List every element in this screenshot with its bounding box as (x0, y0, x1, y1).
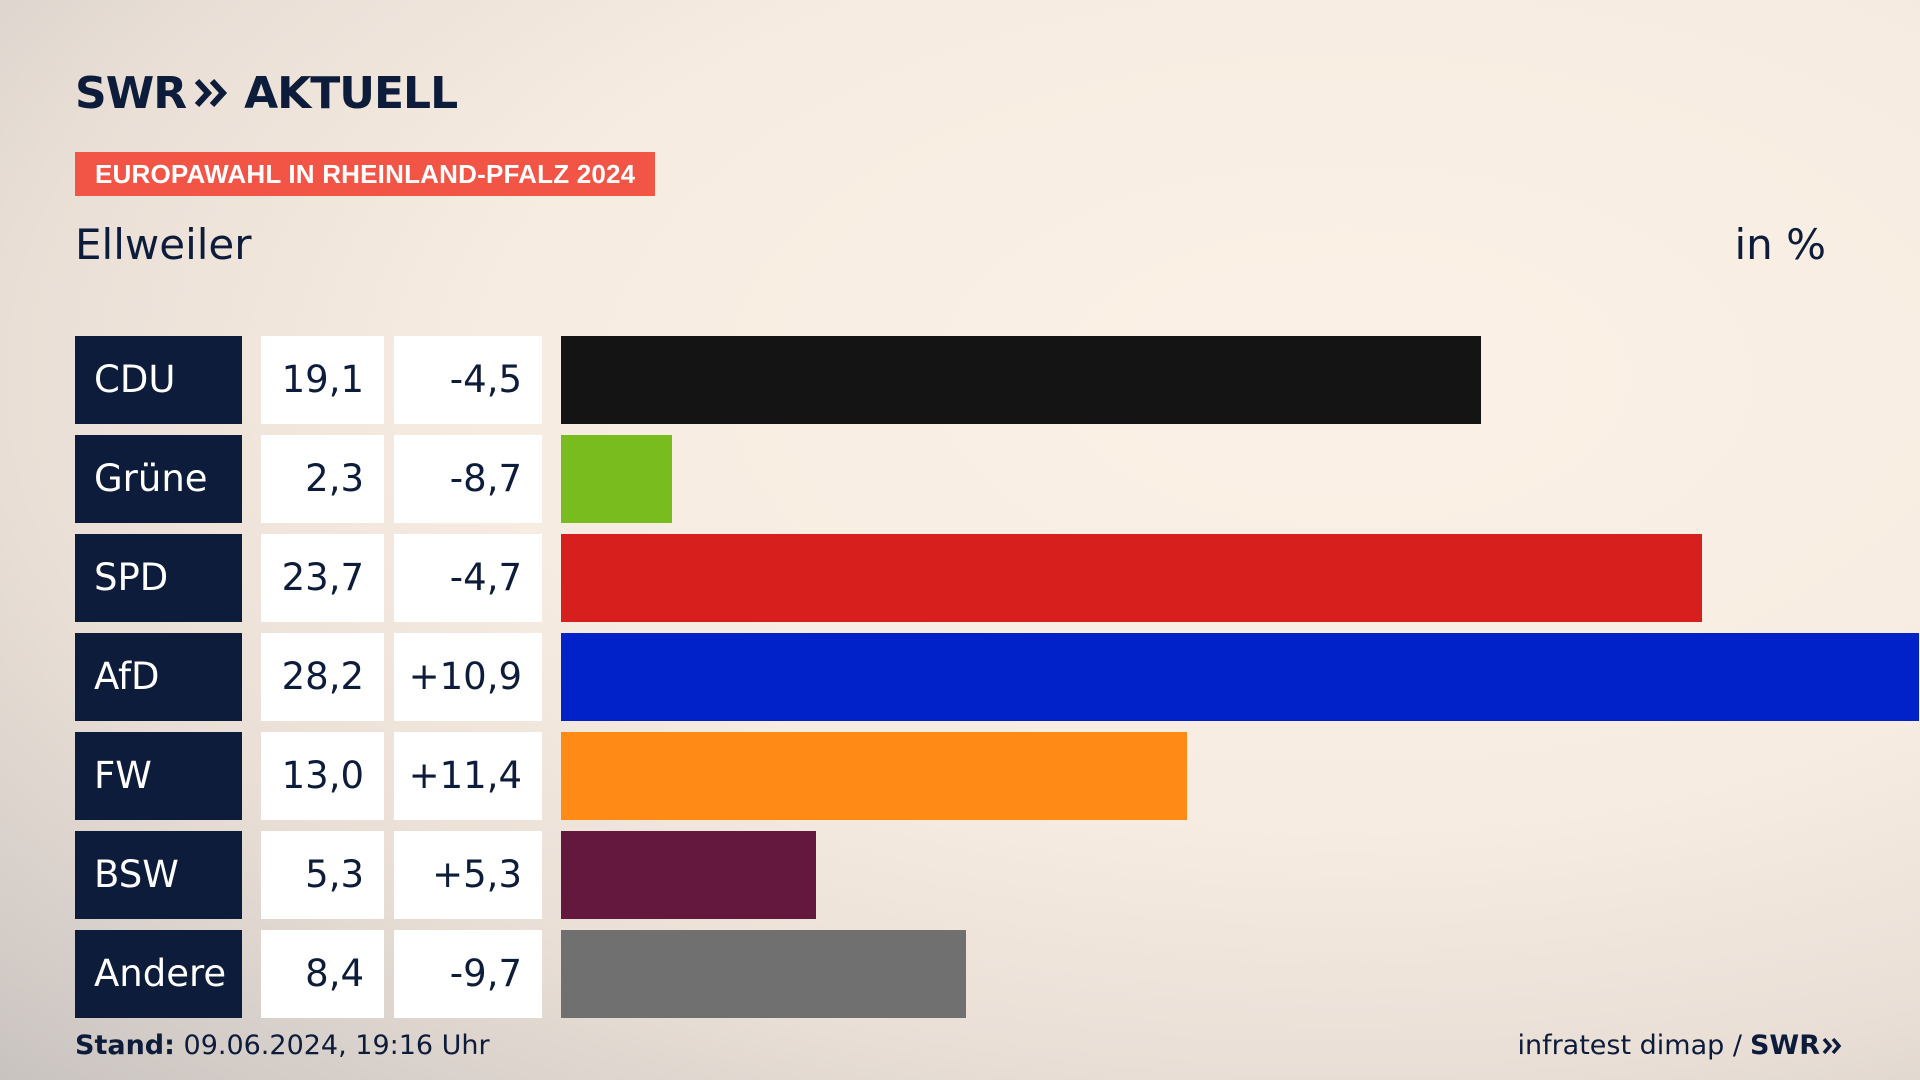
chart-row: CDU 19,1 -4,5 (75, 336, 1845, 424)
source-text: infratest dimap / (1517, 1030, 1742, 1061)
result-bar (561, 831, 816, 919)
vote-change-value: -9,7 (394, 930, 542, 1018)
result-bar (561, 435, 672, 523)
footer-logo-text: SWR (1749, 1030, 1820, 1061)
vote-share-value: 23,7 (261, 534, 384, 622)
party-label: Grüne (75, 435, 242, 523)
chart-subtitle: Ellweiler (75, 220, 252, 269)
chart-row: Grüne 2,3 -8,7 (75, 435, 1845, 523)
vote-share-value: 8,4 (261, 930, 384, 1018)
chart-row: BSW 5,3 +5,3 (75, 831, 1845, 919)
vote-share-value: 13,0 (261, 732, 384, 820)
chart-row: SPD 23,7 -4,7 (75, 534, 1845, 622)
vote-share-value: 2,3 (261, 435, 384, 523)
footer-swr-logo: SWR (1750, 1030, 1844, 1061)
vote-change-value: +11,4 (394, 732, 542, 820)
stand-value: 09.06.2024, 19:16 Uhr (183, 1030, 490, 1061)
vote-share-value: 19,1 (261, 336, 384, 424)
party-label: Andere (75, 930, 242, 1018)
source-credit: infratest dimap / SWR (1517, 1030, 1844, 1061)
party-label: BSW (75, 831, 242, 919)
election-banner: EUROPAWAHL IN RHEINLAND-PFALZ 2024 (75, 152, 656, 196)
unit-label: in % (1734, 220, 1826, 269)
vote-change-value: -4,7 (394, 534, 542, 622)
party-label: SPD (75, 534, 242, 622)
result-bar (561, 732, 1187, 820)
result-bar (561, 633, 1919, 721)
swr-aktuell-logo: SWR AKTUELL (75, 66, 458, 120)
chart-row: AfD 28,2 +10,9 (75, 633, 1919, 721)
party-label: CDU (75, 336, 242, 424)
stand-label: Stand: (75, 1030, 175, 1061)
party-label: AfD (75, 633, 242, 721)
result-bar (561, 534, 1702, 622)
timestamp: Stand: 09.06.2024, 19:16 Uhr (75, 1030, 490, 1061)
chart-row: Andere 8,4 -9,7 (75, 930, 1845, 1018)
vote-change-value: -8,7 (394, 435, 542, 523)
logo-text: AKTUELL (244, 67, 458, 119)
vote-change-value: -4,5 (394, 336, 542, 424)
result-bar (561, 336, 1481, 424)
result-bar (561, 930, 966, 1018)
vote-share-value: 28,2 (261, 633, 384, 721)
vote-change-value: +5,3 (394, 831, 542, 919)
vote-share-value: 5,3 (261, 831, 384, 919)
double-chevron-icon (194, 78, 230, 108)
footer-chevron-icon (1822, 1037, 1842, 1054)
vote-change-value: +10,9 (394, 633, 542, 721)
logo-brand: SWR (75, 67, 187, 119)
chart-row: FW 13,0 +11,4 (75, 732, 1845, 820)
party-label: FW (75, 732, 242, 820)
